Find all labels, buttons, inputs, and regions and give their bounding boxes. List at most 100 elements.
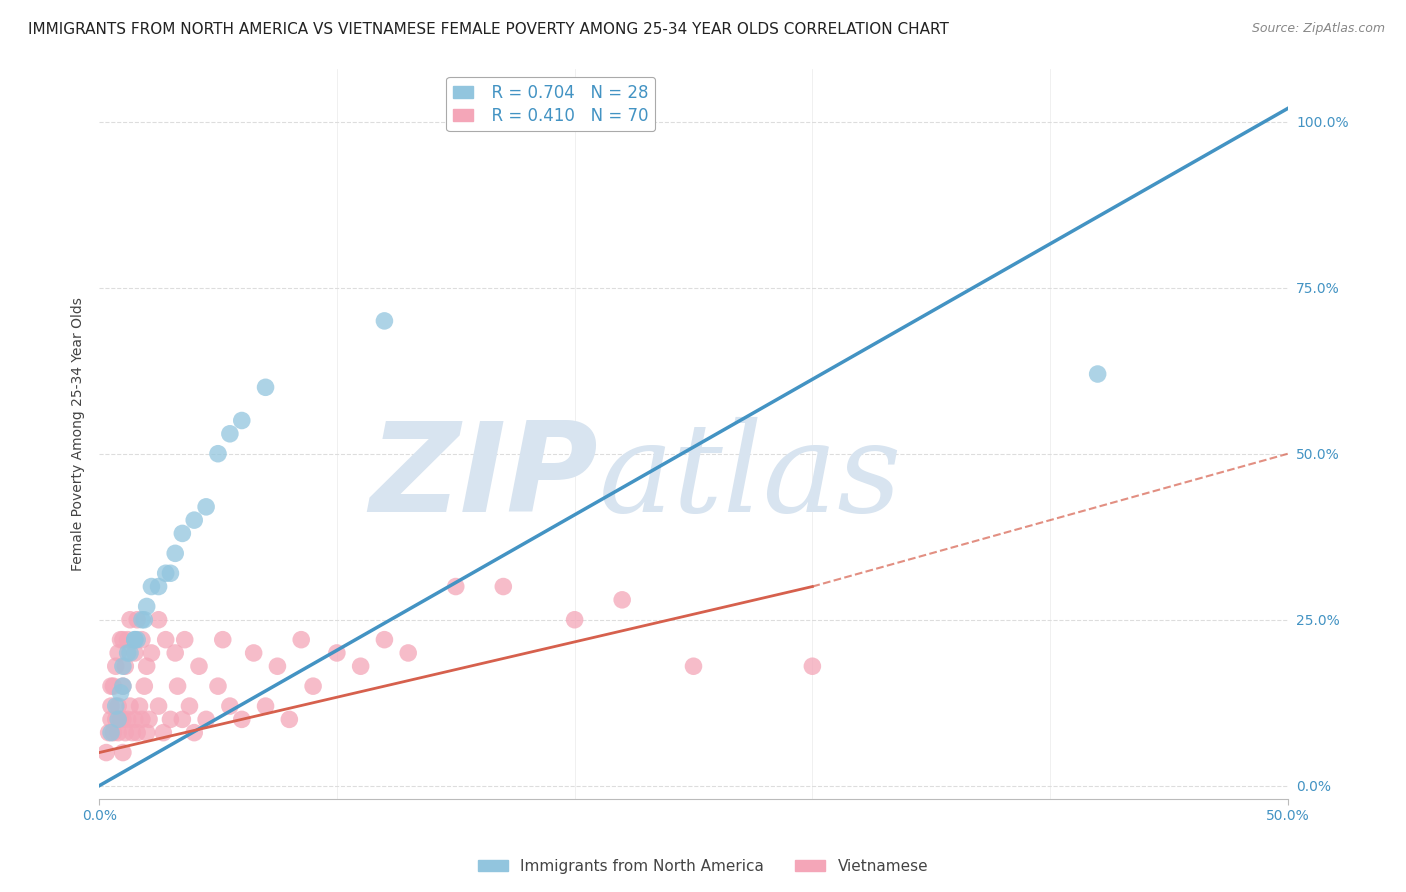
- Point: [188, 659, 211, 673]
- Point: [111, 679, 134, 693]
- Point: [266, 659, 288, 673]
- Point: [148, 699, 170, 714]
- Point: [155, 566, 177, 581]
- Point: [128, 699, 150, 714]
- Point: [396, 646, 419, 660]
- Point: [155, 632, 177, 647]
- Point: [141, 580, 163, 594]
- Point: [117, 646, 139, 660]
- Point: [124, 632, 146, 647]
- Point: [110, 632, 132, 647]
- Point: [127, 632, 149, 647]
- Text: atlas: atlas: [599, 417, 901, 539]
- Point: [111, 632, 134, 647]
- Point: [107, 712, 129, 726]
- Point: [183, 725, 205, 739]
- Point: [207, 447, 229, 461]
- Point: [114, 659, 136, 673]
- Point: [135, 659, 157, 673]
- Point: [121, 725, 143, 739]
- Point: [195, 712, 218, 726]
- Point: [124, 712, 146, 726]
- Point: [97, 725, 120, 739]
- Point: [134, 613, 156, 627]
- Point: [172, 526, 194, 541]
- Point: [290, 632, 312, 647]
- Point: [350, 659, 373, 673]
- Point: [612, 592, 634, 607]
- Point: [242, 646, 264, 660]
- Point: [118, 646, 141, 660]
- Point: [173, 632, 195, 647]
- Point: [165, 646, 187, 660]
- Point: [117, 632, 139, 647]
- Point: [159, 566, 181, 581]
- Point: [682, 659, 704, 673]
- Point: [124, 646, 146, 660]
- Text: IMMIGRANTS FROM NORTH AMERICA VS VIETNAMESE FEMALE POVERTY AMONG 25-34 YEAR OLDS: IMMIGRANTS FROM NORTH AMERICA VS VIETNAM…: [28, 22, 949, 37]
- Point: [103, 725, 125, 739]
- Point: [231, 413, 253, 427]
- Point: [124, 632, 146, 647]
- Point: [278, 712, 301, 726]
- Point: [159, 712, 181, 726]
- Point: [114, 725, 136, 739]
- Point: [492, 580, 515, 594]
- Point: [302, 679, 325, 693]
- Point: [107, 699, 129, 714]
- Point: [211, 632, 233, 647]
- Point: [231, 712, 253, 726]
- Point: [104, 712, 127, 726]
- Point: [110, 686, 132, 700]
- Point: [118, 699, 141, 714]
- Point: [107, 725, 129, 739]
- Point: [127, 613, 149, 627]
- Point: [103, 679, 125, 693]
- Legend: Immigrants from North America, Vietnamese: Immigrants from North America, Vietnames…: [471, 853, 935, 880]
- Point: [100, 725, 122, 739]
- Point: [254, 699, 277, 714]
- Point: [195, 500, 218, 514]
- Point: [107, 646, 129, 660]
- Point: [172, 712, 194, 726]
- Point: [801, 659, 824, 673]
- Point: [254, 380, 277, 394]
- Point: [207, 679, 229, 693]
- Text: Source: ZipAtlas.com: Source: ZipAtlas.com: [1251, 22, 1385, 36]
- Point: [165, 546, 187, 560]
- Point: [148, 613, 170, 627]
- Point: [219, 699, 242, 714]
- Point: [183, 513, 205, 527]
- Point: [152, 725, 174, 739]
- Point: [111, 746, 134, 760]
- Point: [117, 712, 139, 726]
- Point: [131, 712, 153, 726]
- Text: ZIP: ZIP: [370, 417, 599, 538]
- Point: [131, 613, 153, 627]
- Point: [111, 712, 134, 726]
- Point: [111, 679, 134, 693]
- Point: [326, 646, 349, 660]
- Legend:   R = 0.704   N = 28,   R = 0.410   N = 70: R = 0.704 N = 28, R = 0.410 N = 70: [446, 77, 655, 131]
- Point: [100, 712, 122, 726]
- Point: [104, 659, 127, 673]
- Point: [138, 712, 160, 726]
- Point: [134, 679, 156, 693]
- Point: [564, 613, 586, 627]
- Point: [135, 725, 157, 739]
- Point: [166, 679, 188, 693]
- Point: [444, 580, 467, 594]
- Point: [373, 632, 395, 647]
- Point: [111, 659, 134, 673]
- Point: [104, 699, 127, 714]
- Point: [135, 599, 157, 614]
- Point: [219, 426, 242, 441]
- Point: [100, 679, 122, 693]
- Point: [127, 725, 149, 739]
- Point: [1087, 367, 1109, 381]
- Point: [148, 580, 170, 594]
- Point: [373, 314, 395, 328]
- Y-axis label: Female Poverty Among 25-34 Year Olds: Female Poverty Among 25-34 Year Olds: [72, 297, 86, 571]
- Point: [96, 746, 118, 760]
- Point: [110, 712, 132, 726]
